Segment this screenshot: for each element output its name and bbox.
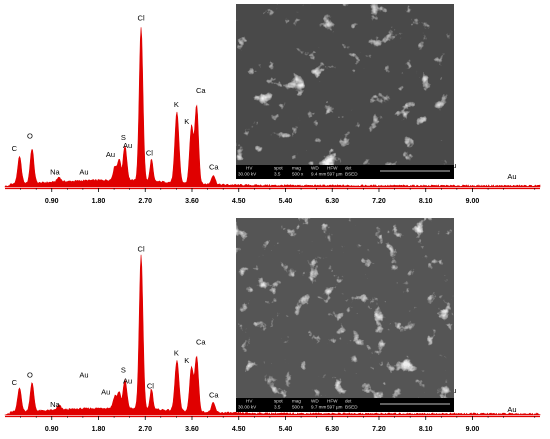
x-tick-label: 5.40	[279, 198, 293, 205]
peak-label: Au	[101, 388, 110, 397]
sem-bar-header: spot	[274, 399, 283, 404]
peak-label: S	[121, 133, 126, 142]
peak-label: Au	[79, 167, 88, 176]
sem-bar-header: HV	[246, 166, 253, 171]
peak-label: S	[121, 366, 126, 375]
sem-bar-header: mag	[292, 399, 301, 404]
x-tick-label: 8.10	[419, 198, 433, 205]
peak-label: Na	[50, 167, 60, 176]
sem-scale-bar-box	[376, 165, 454, 179]
x-tick-label: 1.80	[92, 426, 106, 433]
x-axis-ticks: 0.90 1.80 2.70 3.60 4.50 5.40 6.30 7.20 8.10 9.00	[20, 188, 536, 205]
x-tick-label: 3.60	[185, 198, 199, 205]
sem-bar-value: 3.5	[274, 172, 281, 177]
sem-bar-header: WD	[311, 399, 319, 404]
peak-label: C	[12, 144, 18, 153]
peak-label: Au	[507, 172, 516, 181]
x-tick-label: 7.20	[372, 198, 386, 205]
x-tick-label: 3.60	[185, 426, 199, 433]
peak-label: O	[27, 131, 33, 140]
sem-scale-bar-box	[376, 398, 454, 412]
x-tick-label: 5.40	[279, 426, 293, 433]
panel-b: 0.90 1.80 2.70 3.60 4.50 5.40 6.30 7.20 8.10 9.00…	[4, 218, 541, 433]
peak-label: Cl	[147, 381, 154, 390]
peak-label: Ca	[209, 163, 219, 172]
sem-bar-value: 30.00 kV	[238, 172, 257, 177]
sem-bar-header: HV	[246, 399, 253, 404]
peak-label: Cl	[138, 14, 145, 23]
x-tick-label: 2.70	[138, 198, 152, 205]
x-tick-label: 4.50	[232, 198, 246, 205]
x-axis-ticks: 0.90 1.80 2.70 3.60 4.50 5.40 6.30 7.20 8.10 9.00	[20, 416, 536, 433]
sem-bar-value: BSED	[345, 172, 358, 177]
spectrum-plot: 0.90 1.80 2.70 3.60 4.50 5.40 6.30 7.20 8.10 9.00…	[4, 14, 541, 205]
sem-bar-header: HFW	[327, 399, 338, 404]
peak-label: K	[174, 348, 179, 357]
peak-label: Ca	[196, 86, 206, 95]
sem-bar-value: 500 x	[292, 405, 304, 410]
peak-label: Au	[123, 377, 132, 386]
x-tick-label: 1.80	[92, 198, 106, 205]
peak-label: Au	[106, 150, 115, 159]
x-tick-label: 2.70	[138, 426, 152, 433]
x-tick-label: 6.30	[325, 426, 339, 433]
sem-bar-header: mag	[292, 166, 301, 171]
sem-bar-header: spot	[274, 166, 283, 171]
sem-bar-value: 597 µm	[327, 405, 343, 410]
sem-micrograph: HV spot mag WD HFW det 30.00 kV 3.5 500 x 9.4 mm 5…	[236, 4, 454, 179]
sem-bar-value: 30.00 kV	[238, 405, 257, 410]
sem-bar-value: 500 x	[292, 172, 304, 177]
peak-label: Ca	[196, 337, 206, 346]
spectrum-area	[4, 254, 541, 416]
sem-image	[236, 4, 454, 172]
sem-micrograph: HV spot mag WD HFW det 30.00 kV 3.5 500 x 9.7 mm 5…	[236, 218, 454, 412]
x-tick-label: 8.10	[419, 426, 433, 433]
sem-info-bar	[236, 398, 376, 412]
x-tick-label: 0.90	[45, 426, 59, 433]
sem-bar-value: BSED	[345, 405, 358, 410]
x-tick-label: 6.30	[325, 198, 339, 205]
peak-label: Au	[123, 141, 132, 150]
peak-label: K	[184, 117, 189, 126]
spectrum-area	[4, 27, 541, 188]
sem-bar-header: det	[345, 399, 352, 404]
x-tick-label: 9.00	[466, 198, 480, 205]
sem-bar-value: 597 µm	[327, 172, 343, 177]
x-tick-label: 0.90	[45, 198, 59, 205]
sem-bar-header: HFW	[327, 166, 338, 171]
x-tick-label: 4.50	[232, 426, 246, 433]
sem-image	[236, 218, 454, 398]
peak-label: Na	[50, 400, 60, 409]
peak-label: Au	[507, 405, 516, 414]
sem-bar-header: WD	[311, 166, 319, 171]
sem-bar-header: det	[345, 166, 352, 171]
x-tick-label: 9.00	[466, 426, 480, 433]
peak-label: K	[184, 356, 189, 365]
sem-bar-value: 9.7 mm	[311, 405, 326, 410]
peak-label: Cl	[146, 149, 153, 158]
peak-label: Ca	[209, 391, 219, 400]
peak-label: Au	[79, 370, 88, 379]
sem-bar-value: 3.5	[274, 405, 281, 410]
sem-bar-value: 9.4 mm	[311, 172, 326, 177]
peak-label: C	[12, 378, 18, 387]
panel-a: 0.90 1.80 2.70 3.60 4.50 5.40 6.30 7.20 8.10 9.00…	[4, 4, 541, 205]
x-tick-label: 7.20	[372, 426, 386, 433]
sem-info-text: HV spot mag WD HFW det 30.00 kV 3.5 500 x 9.7 mm 5…	[238, 399, 358, 410]
peak-label: O	[27, 370, 33, 379]
peak-label: Cl	[138, 245, 145, 254]
peak-label: K	[174, 100, 179, 109]
sem-info-text: HV spot mag WD HFW det 30.00 kV 3.5 500 x 9.4 mm 5…	[238, 166, 358, 177]
sem-info-bar	[236, 165, 376, 179]
